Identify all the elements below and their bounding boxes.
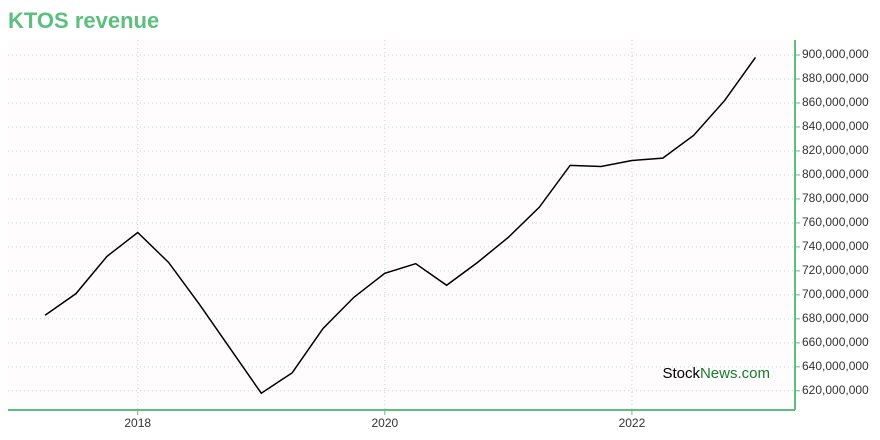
x-tick-label: 2020 — [371, 416, 398, 430]
x-tick-label: 2018 — [124, 416, 151, 430]
watermark: StockNews.com — [662, 365, 770, 382]
chart-title: KTOS revenue — [8, 8, 159, 33]
y-tick-label: 820,000,000 — [802, 143, 869, 157]
line-series — [44, 56, 757, 395]
watermark-part: Stock — [662, 365, 700, 382]
y-tick-label: 700,000,000 — [802, 287, 869, 301]
y-tick-label: 680,000,000 — [802, 311, 869, 325]
y-tick-label: 860,000,000 — [802, 95, 869, 109]
y-tick-label: 640,000,000 — [802, 359, 869, 373]
y-tick-label: 900,000,000 — [802, 47, 869, 61]
y-tick-label: 800,000,000 — [802, 167, 869, 181]
y-tick-label: 780,000,000 — [802, 191, 869, 205]
y-tick-label: 740,000,000 — [802, 239, 869, 253]
y-tick-label: 840,000,000 — [802, 119, 869, 133]
y-tick-label: 880,000,000 — [802, 71, 869, 85]
watermark-part: .com — [737, 365, 770, 382]
y-tick-label: 760,000,000 — [802, 215, 869, 229]
x-tick-label: 2022 — [619, 416, 646, 430]
y-tick-label: 620,000,000 — [802, 383, 869, 397]
watermark-part: News — [700, 365, 738, 382]
plot-area — [8, 40, 795, 410]
y-tick-label: 720,000,000 — [802, 263, 869, 277]
y-tick-label: 660,000,000 — [802, 335, 869, 349]
